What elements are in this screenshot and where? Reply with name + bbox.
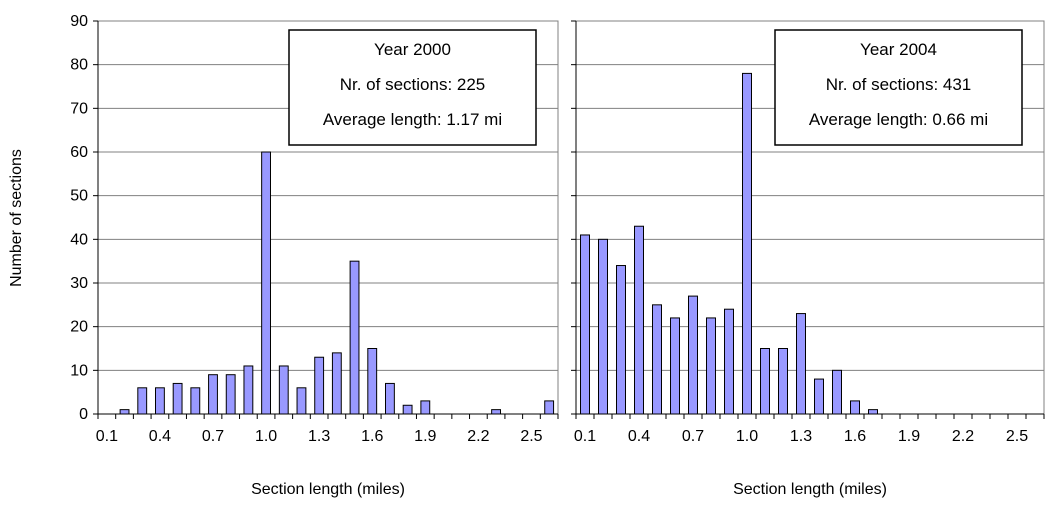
bar-2.6 xyxy=(544,400,555,415)
bar-1.2 xyxy=(778,348,788,415)
x-tick-label: 2.5 xyxy=(520,428,542,445)
y-tick-label: 60 xyxy=(70,144,88,161)
y-tick-label: 0 xyxy=(79,406,88,423)
y-tick-label: 10 xyxy=(70,362,88,379)
bar-0.6 xyxy=(670,317,680,415)
y-tick-label: 40 xyxy=(70,231,88,248)
x-tick-label: 1.9 xyxy=(414,428,436,445)
annotation-line: Average length: 0.66 mi xyxy=(809,110,988,129)
bar-0.7 xyxy=(208,374,218,415)
bar-1.5 xyxy=(832,369,842,415)
bar-1.7 xyxy=(385,382,395,415)
bar-0.8 xyxy=(225,374,236,415)
bar-0.9 xyxy=(243,365,254,415)
bar-1.5 xyxy=(349,260,360,415)
bar-1.7 xyxy=(868,409,878,415)
x-tick-label: 0.4 xyxy=(149,428,171,445)
x-tick-label: 0.1 xyxy=(96,428,118,445)
bar-0.3 xyxy=(616,265,626,415)
y-tick-label: 80 xyxy=(70,57,88,74)
bar-0.4 xyxy=(634,225,644,415)
x-tick-label: 1.0 xyxy=(736,428,758,445)
x-tick-label: 0.4 xyxy=(628,428,650,445)
x-tick-label: 2.2 xyxy=(952,428,974,445)
y-axis-label: Number of sections xyxy=(8,149,25,287)
bar-0.1 xyxy=(580,234,590,415)
bar-1 xyxy=(742,72,752,415)
bar-1.4 xyxy=(331,352,342,415)
bar-1.1 xyxy=(278,365,289,415)
x-tick-label: 1.6 xyxy=(361,428,383,445)
x-axis-label: Section length (miles) xyxy=(251,481,405,498)
bar-0.6 xyxy=(190,387,201,415)
y-tick-label: 30 xyxy=(70,275,88,292)
bar-0.3 xyxy=(137,387,148,415)
annotation-line: Nr. of sections: 225 xyxy=(340,75,486,94)
x-tick-label: 1.3 xyxy=(308,428,330,445)
x-tick-label: 2.2 xyxy=(467,428,489,445)
bar-1.2 xyxy=(296,387,307,415)
bar-1.8 xyxy=(402,404,413,415)
bar-1.3 xyxy=(796,313,806,415)
annotation-line: Year 2000 xyxy=(374,40,451,59)
bar-1.6 xyxy=(367,348,378,415)
x-tick-label: 0.7 xyxy=(682,428,704,445)
bar-0.5 xyxy=(172,382,183,415)
bar-0.9 xyxy=(724,308,734,415)
y-tick-label: 90 xyxy=(70,13,88,30)
x-axis-label: Section length (miles) xyxy=(733,481,887,498)
annotation-line: Year 2004 xyxy=(860,40,937,59)
y-tick-label: 70 xyxy=(70,100,88,117)
x-tick-label: 0.7 xyxy=(202,428,224,445)
annotation-line: Average length: 1.17 mi xyxy=(323,110,502,129)
bar-0.8 xyxy=(706,317,716,415)
y-tick-label: 50 xyxy=(70,188,88,205)
annotation-line: Nr. of sections: 431 xyxy=(826,75,972,94)
x-tick-label: 1.3 xyxy=(790,428,812,445)
bar-2.3 xyxy=(491,409,501,415)
bar-0.5 xyxy=(652,304,662,415)
x-tick-label: 1.9 xyxy=(898,428,920,445)
y-tick-label: 20 xyxy=(70,319,88,336)
bar-0.7 xyxy=(688,295,698,415)
bar-1 xyxy=(261,151,271,415)
bar-0.2 xyxy=(598,238,608,415)
bar-1.1 xyxy=(760,348,770,415)
x-tick-label: 2.5 xyxy=(1006,428,1028,445)
annotation-box xyxy=(288,29,537,146)
bar-0.2 xyxy=(119,409,130,415)
annotation-box xyxy=(774,29,1023,146)
bar-0.4 xyxy=(155,387,165,415)
bar-1.3 xyxy=(314,356,325,415)
bar-1.4 xyxy=(814,378,824,415)
x-tick-label: 0.1 xyxy=(574,428,596,445)
x-tick-label: 1.6 xyxy=(844,428,866,445)
bar-1.9 xyxy=(420,400,431,415)
x-tick-label: 1.0 xyxy=(255,428,277,445)
bar-1.6 xyxy=(850,400,860,415)
